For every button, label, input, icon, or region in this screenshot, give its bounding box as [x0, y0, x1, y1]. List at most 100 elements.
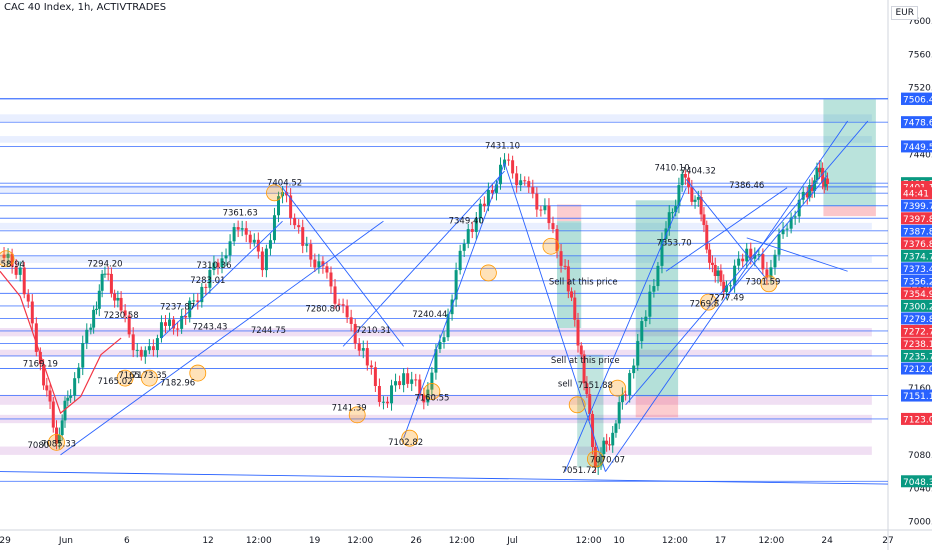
price-badge-19 — [901, 349, 932, 362]
price-annotation-11: 7243.43 — [192, 323, 227, 333]
x-tick-4: 12:00 — [246, 536, 272, 546]
price-badge-14 — [901, 287, 932, 300]
position-box-4-stop — [823, 206, 876, 217]
candle-body — [10, 253, 14, 267]
candle-body — [566, 266, 570, 292]
price-badge-label-3: 7449.58 — [903, 143, 932, 153]
position-box-3-stop — [635, 396, 679, 418]
candle-body — [341, 304, 345, 306]
candle-body — [390, 385, 394, 404]
candle-body — [228, 241, 232, 256]
price-annotation-19: 7141.39 — [332, 404, 367, 414]
candle-body — [494, 184, 498, 193]
candle-body — [244, 228, 248, 235]
candle-body — [406, 373, 410, 384]
candle-body — [593, 447, 597, 468]
zone-band-9 — [0, 114, 872, 122]
price-annotation-36: 7269.8 — [689, 299, 719, 309]
candle-body — [815, 167, 819, 181]
price-badge-label-7: 7399.78 — [903, 202, 932, 212]
candle-body — [103, 273, 107, 275]
y-tick-0: 7600.00 — [908, 17, 932, 27]
candle-body — [434, 349, 438, 373]
candle-body — [632, 365, 636, 374]
moving-average-line — [0, 270, 122, 415]
price-badge-label-2: 7478.64 — [903, 119, 932, 129]
candle-body — [599, 454, 603, 466]
price-badge-15 — [901, 299, 932, 312]
candle-body — [716, 270, 720, 277]
price-badge-1 — [901, 92, 932, 105]
candle-body — [51, 401, 55, 428]
trend-line-0 — [60, 220, 384, 456]
candle-body — [192, 300, 196, 302]
zone-band-3 — [0, 328, 872, 337]
price-badge-label-19: 7235.78 — [903, 352, 932, 362]
price-badge-9 — [901, 224, 932, 237]
candle-body — [765, 269, 769, 278]
x-tick-3: 12 — [202, 536, 213, 546]
position-box-3 — [635, 200, 679, 397]
price-badge-label-6: 44:41 — [903, 190, 929, 200]
candle-body — [781, 229, 785, 235]
trend-line-4 — [403, 162, 505, 439]
candle-body — [482, 203, 486, 207]
price-badge-label-16: 7279.87 — [903, 315, 932, 325]
price-annotation-28: sell — [558, 379, 572, 389]
candle-body — [664, 228, 668, 239]
candle-body — [813, 180, 817, 191]
candle-body — [617, 402, 621, 424]
trend-line-12 — [665, 187, 788, 272]
zone-band-2 — [0, 256, 872, 263]
currency-badge[interactable]: EUR — [891, 6, 918, 20]
price-annotation-0: 258.94 — [0, 260, 25, 270]
candle-body — [640, 321, 644, 342]
candle-body — [155, 338, 159, 351]
trend-line-3 — [342, 170, 505, 347]
candle-body — [69, 395, 73, 398]
candle-body — [414, 379, 418, 381]
candle-body — [543, 205, 547, 211]
price-annotation-24: 7431.10 — [485, 142, 520, 152]
x-tick-11: 10 — [613, 536, 625, 546]
y-tick-1: 7560.00 — [908, 50, 932, 60]
candle-body — [563, 265, 567, 267]
y-tick-14: 7040.00 — [908, 484, 932, 494]
candle-body — [555, 229, 559, 252]
candle-body — [329, 272, 333, 287]
candle-body — [94, 308, 98, 310]
price-badge-3 — [901, 140, 932, 153]
candle-body — [559, 251, 563, 266]
candle-body — [699, 197, 703, 215]
price-annotation-9: 7080 — [28, 441, 50, 451]
price-annotation-22: 7240.44 — [412, 310, 447, 320]
candle-body — [116, 297, 120, 301]
candle-body — [22, 267, 26, 295]
price-badge-22 — [901, 412, 932, 425]
price-badge-17 — [901, 324, 932, 337]
candle-body — [264, 248, 268, 271]
candle-body — [398, 381, 402, 386]
candle-body — [733, 265, 737, 286]
candle-body — [777, 234, 781, 255]
candle-body — [109, 273, 113, 294]
candle-body — [821, 167, 825, 183]
candle-body — [220, 258, 224, 268]
swing-marker-12 — [586, 450, 604, 468]
candle-body — [289, 195, 293, 218]
x-tick-15: 24 — [821, 536, 833, 546]
candle-body — [381, 401, 385, 403]
swing-marker-9 — [479, 264, 497, 282]
candle-body — [337, 303, 341, 305]
candle-body — [38, 351, 42, 365]
candle-body — [208, 270, 212, 288]
price-annotation-1: 7294.20 — [87, 259, 122, 269]
candle-body — [48, 390, 52, 402]
price-annotation-13: 7310.36 — [196, 261, 231, 271]
candle-body — [172, 319, 176, 329]
candle-body — [749, 248, 753, 259]
candle-body — [97, 290, 101, 309]
price-annotation-33: 7353.70 — [656, 238, 691, 248]
